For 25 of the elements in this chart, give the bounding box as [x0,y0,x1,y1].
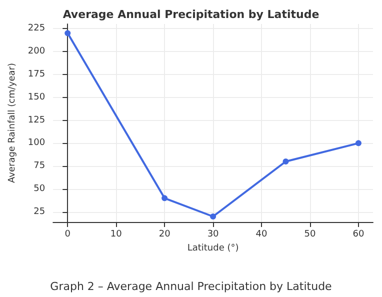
x-tick-label: 30 [207,230,220,240]
y-tick-label: 50 [34,184,46,194]
y-tick-label: 75 [34,161,46,172]
y-tick-label: 150 [28,92,46,102]
point [355,140,362,146]
y-tick-label: 200 [28,46,46,56]
y-tick-label: 225 [28,24,46,34]
point [282,158,289,164]
point [162,195,168,202]
x-tick-label: 60 [352,230,364,240]
caption: Graph 2 – Average Annual Precipitation by Latitude [50,280,332,293]
y-tick-label: 125 [28,115,46,126]
y-tick-label: 25 [34,206,46,217]
x-tick-label: 0 [64,230,71,240]
point [210,214,216,220]
x-tick-label: 20 [158,230,171,240]
y-axis-title: Average Rainfall (cm/year) [8,63,18,183]
x-tick-label: 50 [304,230,316,240]
y-tick-label: 100 [28,138,46,148]
point [64,30,71,36]
x-axis-title: Latitude (°) [187,243,239,254]
y-tick-label: 175 [28,69,46,80]
x-tick-label: 40 [256,230,268,240]
x-tick-label: 10 [110,230,122,240]
chart-title: Average Annual Precipitation by Latitude [62,8,320,21]
